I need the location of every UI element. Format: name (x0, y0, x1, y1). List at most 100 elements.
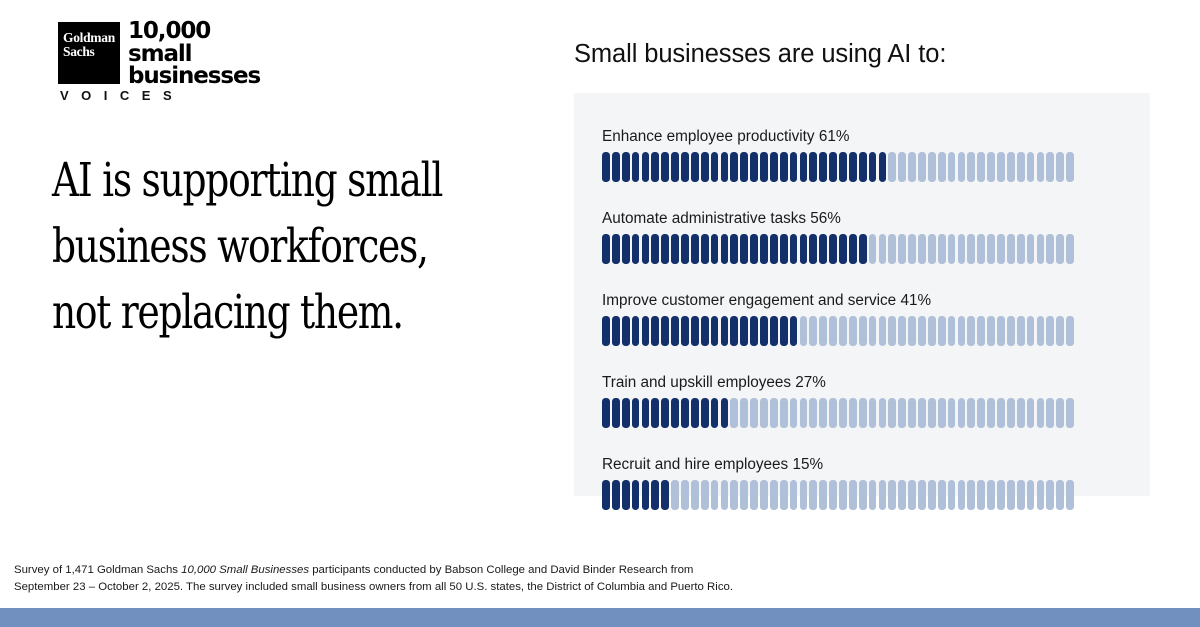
bar-segment-filled (651, 316, 660, 346)
bar-segment-empty (967, 316, 976, 346)
bar-segment-filled (730, 234, 739, 264)
bar-row: Enhance employee productivity 61% (602, 127, 1074, 182)
bar-segment-empty (839, 398, 847, 428)
bar-segment-empty (868, 234, 877, 264)
bar-segment-empty (1046, 480, 1055, 510)
bar-segment-filled (661, 234, 670, 264)
bar-segment-filled (848, 152, 857, 182)
bar-segment-empty (898, 316, 907, 346)
bar-segment-empty (937, 398, 946, 428)
bar-segment-empty (937, 234, 946, 264)
bar-segment-empty (769, 398, 778, 428)
bar-segment-empty (918, 152, 926, 182)
bar-segment-empty (848, 398, 857, 428)
bar-segment-filled (868, 152, 877, 182)
bar-segment-empty (997, 480, 1005, 510)
bar-segment-empty (730, 398, 739, 428)
bar-segment-empty (927, 398, 936, 428)
bar-segment-filled (710, 316, 719, 346)
bar-segment-empty (908, 152, 916, 182)
bar-segment-empty (1036, 398, 1045, 428)
bar-segment-empty (918, 398, 926, 428)
bar-segment-empty (1056, 398, 1065, 428)
bar-segment-filled (602, 398, 610, 428)
bar-segment-filled (720, 152, 729, 182)
bar-segment-empty (1056, 316, 1065, 346)
bar-segment-filled (769, 234, 778, 264)
bar-row-label: Improve customer engagement and service … (602, 292, 932, 309)
bar-segment-empty (957, 234, 966, 264)
bar-segment-empty (868, 398, 877, 428)
bar-segment-empty (908, 234, 916, 264)
bar-segment-empty (1006, 152, 1015, 182)
bar-segment-empty (898, 480, 907, 510)
bar-segment-empty (1016, 398, 1025, 428)
bar-segment-filled (611, 234, 620, 264)
bar-segment-empty (927, 234, 936, 264)
bar-segment-empty (937, 480, 946, 510)
bar-segment-empty (898, 234, 907, 264)
bar-segment-empty (829, 480, 837, 510)
bar-segment-filled (809, 234, 818, 264)
bar-segment-empty (1016, 316, 1025, 346)
bar-segment-filled (651, 480, 660, 510)
bar-segment-empty (839, 316, 847, 346)
bar-segment-empty (927, 316, 936, 346)
bar-segment-empty (1066, 398, 1074, 428)
headline-line-1: AI is supporting small (52, 153, 443, 208)
bar-segment-filled (690, 316, 699, 346)
bar-track (602, 316, 1074, 346)
bar-segment-filled (779, 234, 788, 264)
bar-segment-empty (868, 480, 877, 510)
bar-segment-empty (789, 480, 798, 510)
bar-segment-filled (819, 234, 828, 264)
bar-segment-empty (809, 316, 818, 346)
bar-segment-filled (848, 234, 857, 264)
bar-row-label: Train and upskill employees 27% (602, 374, 826, 391)
bar-segment-filled (700, 398, 709, 428)
bar-segment-filled (769, 152, 778, 182)
bar-segment-filled (760, 316, 768, 346)
bar-segment-empty (1006, 480, 1015, 510)
bar-segment-empty (888, 152, 897, 182)
bar-row: Automate administrative tasks 56% (602, 209, 1074, 264)
bar-segment-filled (602, 316, 610, 346)
bar-segment-filled (720, 234, 729, 264)
bar-segment-filled (858, 234, 867, 264)
bar-segment-filled (681, 152, 689, 182)
bar-segment-empty (799, 398, 808, 428)
bar-segment-empty (779, 480, 788, 510)
bar-segment-empty (987, 234, 995, 264)
bar-segment-filled (602, 480, 610, 510)
bottom-accent-bar (0, 608, 1200, 627)
bar-segment-empty (918, 234, 926, 264)
logo-word-line-1: 10,000 (128, 18, 211, 44)
footnote-line-1: Survey of 1,471 Goldman Sachs 10,000 Sma… (14, 562, 874, 579)
bar-segment-empty (1036, 480, 1045, 510)
chart-panel: Enhance employee productivity 61% Automat… (574, 93, 1150, 510)
bar-segment-empty (1066, 480, 1074, 510)
bar-segment-filled (661, 480, 670, 510)
bar-segment-empty (977, 398, 986, 428)
bar-segment-filled (611, 316, 620, 346)
chart-title: Small businesses are using AI to: (574, 40, 947, 68)
bar-segment-empty (1016, 152, 1025, 182)
bar-segment-filled (671, 152, 679, 182)
bar-segment-filled (671, 398, 679, 428)
bar-segment-empty (868, 316, 877, 346)
bar-segment-empty (967, 398, 976, 428)
logo-voices-subtitle: VOICES (60, 88, 185, 103)
bar-segment-empty (819, 316, 828, 346)
bar-segment-empty (1026, 480, 1035, 510)
bar-segment-empty (908, 316, 916, 346)
bar-row: Improve customer engagement and service … (602, 291, 1074, 346)
bar-segment-empty (977, 316, 986, 346)
headline-line-2: business workforces, (52, 219, 429, 274)
bar-segment-empty (977, 152, 986, 182)
footnote-text-a: Survey of 1,471 Goldman Sachs (14, 564, 182, 576)
bar-segment-empty (977, 234, 986, 264)
bar-segment-empty (927, 152, 936, 182)
bar-segment-filled (690, 234, 699, 264)
bar-segment-empty (947, 398, 956, 428)
bar-segment-filled (631, 480, 640, 510)
